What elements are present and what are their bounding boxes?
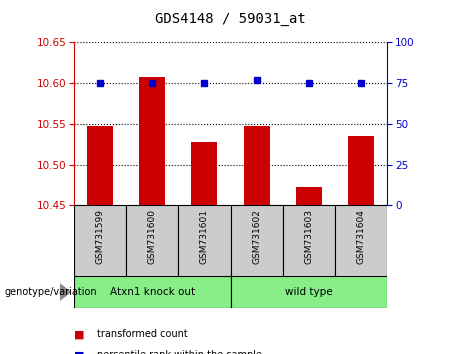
Text: Atxn1 knock out: Atxn1 knock out (110, 287, 195, 297)
Bar (87, 126, 113, 354)
Text: ■: ■ (74, 350, 84, 354)
Text: GDS4148 / 59031_at: GDS4148 / 59031_at (155, 12, 306, 27)
Text: GSM731600: GSM731600 (148, 209, 157, 264)
Bar (230, 276, 387, 308)
Bar (243, 126, 270, 354)
Text: percentile rank within the sample: percentile rank within the sample (97, 350, 262, 354)
Text: GSM731601: GSM731601 (200, 209, 209, 264)
Bar (139, 77, 165, 354)
Bar (126, 205, 178, 276)
Text: GSM731604: GSM731604 (357, 209, 366, 264)
Text: transformed count: transformed count (97, 329, 188, 339)
Text: GSM731602: GSM731602 (252, 209, 261, 264)
Text: GSM731603: GSM731603 (304, 209, 313, 264)
Bar (178, 205, 230, 276)
Bar (335, 205, 387, 276)
Bar (74, 276, 230, 308)
Text: GSM731599: GSM731599 (95, 209, 104, 264)
Bar (230, 205, 283, 276)
Text: ■: ■ (74, 329, 84, 339)
Bar (283, 205, 335, 276)
Text: genotype/variation: genotype/variation (5, 287, 97, 297)
Bar (74, 205, 126, 276)
Text: wild type: wild type (285, 287, 333, 297)
Bar (348, 136, 374, 354)
Polygon shape (60, 283, 71, 301)
Bar (296, 187, 322, 354)
Bar (191, 142, 218, 354)
